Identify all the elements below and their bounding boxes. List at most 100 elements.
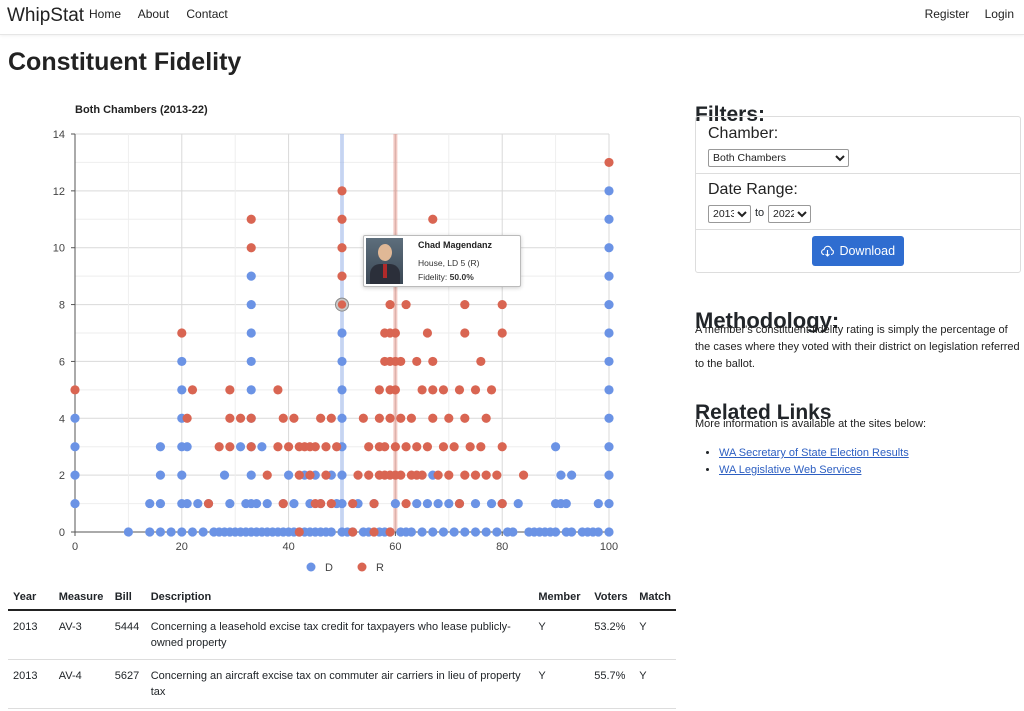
- data-point-D: [145, 527, 155, 537]
- nav-about-link[interactable]: About: [137, 7, 170, 21]
- data-point-D: [246, 299, 256, 310]
- data-point-D: [219, 470, 230, 480]
- data-point-D: [289, 498, 299, 509]
- data-point-D: [70, 470, 80, 480]
- measures-table: Year Measure Bill Description Member Vot…: [8, 585, 676, 709]
- data-point-R: [235, 413, 246, 423]
- cell-measure: AV-3: [53, 610, 110, 660]
- data-point-R: [454, 498, 465, 509]
- nav-login-link[interactable]: Login: [984, 7, 1014, 21]
- data-point-D: [251, 498, 262, 509]
- data-point-R: [385, 299, 395, 310]
- chamber-select[interactable]: Both Chambers: [708, 149, 849, 167]
- cloud-download-icon: [821, 245, 834, 257]
- cell-year: 2013: [8, 610, 54, 660]
- data-point-R: [316, 498, 326, 509]
- legislative-web-services-link[interactable]: WA Legislative Web Services: [719, 464, 862, 476]
- data-point-R: [438, 442, 449, 452]
- chart-axes: 0 2 4 6 8 10 12 14 0 20 40 60 80 100: [53, 129, 618, 553]
- nav-contact-link[interactable]: Contact: [186, 7, 228, 21]
- data-point-R: [321, 442, 331, 452]
- col-voters[interactable]: Voters: [589, 585, 635, 611]
- col-match[interactable]: Match: [634, 585, 676, 611]
- y-tick-label: 8: [59, 300, 65, 312]
- data-point-R: [177, 328, 187, 338]
- col-measure[interactable]: Measure: [53, 585, 110, 611]
- start-year-select[interactable]: 2013: [708, 205, 751, 223]
- data-point-D: [337, 413, 347, 423]
- data-point-D: [155, 470, 166, 480]
- data-point-R: [369, 527, 379, 537]
- data-point-R: [374, 413, 384, 423]
- data-point-R: [246, 214, 256, 224]
- data-point-R: [412, 442, 422, 452]
- data-point-R: [246, 442, 256, 452]
- tooltip-name: Chad Magendanz: [418, 240, 493, 250]
- col-year[interactable]: Year: [8, 585, 54, 611]
- data-point-R: [70, 385, 80, 395]
- data-point-R: [481, 413, 491, 423]
- table-row[interactable]: 2013 AV-4 5627 Concerning an aircraft ex…: [8, 659, 676, 709]
- y-tick-label: 2: [59, 470, 65, 482]
- data-point-R: [337, 271, 347, 281]
- data-point-D: [508, 527, 518, 537]
- download-button[interactable]: Download: [812, 236, 904, 266]
- x-tick-label: 0: [72, 541, 78, 553]
- data-point-D: [177, 356, 187, 367]
- col-description[interactable]: Description: [145, 585, 534, 611]
- col-member[interactable]: Member: [533, 585, 590, 611]
- data-point-R: [385, 413, 395, 423]
- data-point-R: [406, 413, 417, 423]
- data-point-R: [321, 470, 331, 480]
- data-point-D: [193, 498, 203, 509]
- y-tick-label: 14: [53, 129, 65, 141]
- end-year-select[interactable]: 2022: [768, 205, 811, 223]
- data-point-D: [604, 271, 614, 281]
- data-point-R: [497, 299, 507, 310]
- data-point-R: [385, 527, 395, 537]
- data-point-R: [460, 328, 470, 338]
- nav-home-link[interactable]: Home: [89, 7, 122, 21]
- nav-register-link[interactable]: Register: [924, 7, 970, 21]
- data-point-R: [401, 299, 411, 310]
- data-point-R: [428, 385, 438, 395]
- cell-member: Y: [533, 659, 590, 709]
- data-point-D: [166, 527, 176, 537]
- brand-link[interactable]: WhipStat: [7, 5, 85, 26]
- data-point-R: [353, 470, 363, 480]
- data-point-R: [417, 385, 427, 395]
- table-row[interactable]: 2013 AV-3 5444 Concerning a leasehold ex…: [8, 610, 676, 660]
- data-point-R: [470, 385, 481, 395]
- data-point-D: [444, 498, 454, 509]
- y-tick-label: 4: [59, 413, 65, 425]
- cell-description: Concerning an aircraft excise tax on com…: [145, 659, 534, 709]
- data-point-R: [497, 442, 507, 452]
- data-point-D: [604, 214, 614, 224]
- data-point-D: [246, 271, 256, 281]
- data-point-R: [225, 442, 235, 452]
- data-point-R: [294, 470, 304, 480]
- col-bill[interactable]: Bill: [109, 585, 146, 611]
- related-links-text: More information is available at the sit…: [695, 418, 927, 430]
- data-point-R: [369, 498, 379, 509]
- data-point-D: [438, 527, 449, 537]
- data-point-D: [449, 527, 459, 537]
- data-point-R: [396, 470, 406, 480]
- fidelity-scatter-chart[interactable]: Both Chambers (2013-22) 0 2 4 6 8 10 12 14 0 20 40…: [0, 95, 680, 580]
- data-point-D: [70, 498, 80, 509]
- data-point-R: [337, 243, 347, 253]
- data-point-D: [593, 498, 603, 509]
- chamber-label: Chamber:: [708, 125, 779, 142]
- data-point-D: [390, 498, 400, 509]
- data-point-R: [273, 442, 283, 452]
- data-point-R: [294, 527, 304, 537]
- data-point-R: [214, 442, 224, 452]
- x-tick-label: 40: [282, 541, 294, 553]
- sos-election-results-link[interactable]: WA Secretary of State Election Results: [719, 447, 909, 459]
- table-header-row: Year Measure Bill Description Member Vot…: [8, 585, 676, 611]
- data-point-D: [70, 442, 80, 452]
- to-label: to: [755, 207, 765, 219]
- y-tick-label: 0: [59, 527, 65, 539]
- cell-bill: 5444: [109, 610, 146, 660]
